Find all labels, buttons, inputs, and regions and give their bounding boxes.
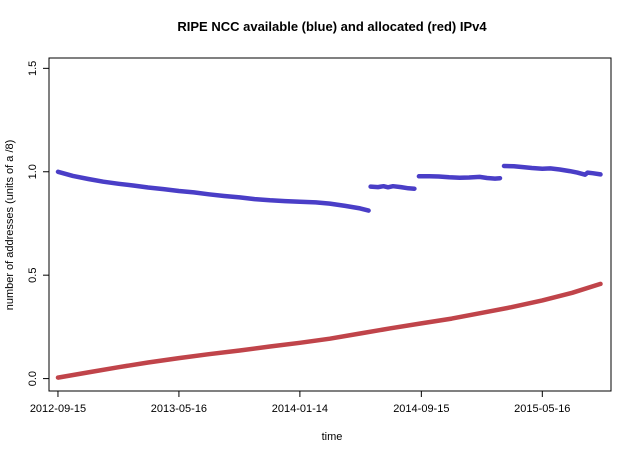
y-tick-label: 1.5 (27, 61, 39, 76)
y-axis: 0.0 0.5 1.0 1.5 (27, 61, 50, 386)
y-axis-label: number of addresses (units of a /8) (4, 140, 16, 311)
plot-frame (48, 57, 612, 392)
x-axis-label: time (322, 431, 343, 443)
y-tick-label: 0.0 (27, 371, 39, 386)
x-tick-label: 2013-05-16 (151, 403, 207, 415)
y-tick-label: 1.0 (27, 164, 39, 179)
y-tick-label: 0.5 (27, 268, 39, 283)
x-tick-label: 2014-01-14 (272, 403, 328, 415)
series-0-segment-3 (501, 163, 603, 177)
x-axis: 2012-09-15 2013-05-16 2014-01-14 2014-09-15… (30, 390, 570, 415)
series-layer (55, 163, 603, 380)
series-0-segment-0 (55, 169, 371, 213)
series-0-segment-1 (368, 183, 417, 191)
x-tick-label: 2014-09-15 (393, 403, 449, 415)
x-tick-label: 2012-09-15 (30, 403, 86, 415)
series-0-segment-2 (416, 174, 503, 181)
x-tick-label: 2015-05-16 (514, 403, 570, 415)
series-1-segment-0 (55, 281, 603, 380)
chart-title: RIPE NCC available (blue) and allocated … (177, 19, 487, 34)
